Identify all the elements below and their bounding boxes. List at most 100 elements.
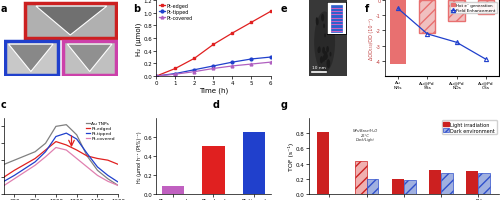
Pt-edged — [53, 141, 59, 143]
Pt-edged — [32, 157, 38, 160]
Ellipse shape — [331, 14, 334, 22]
Pt-covered — [94, 174, 100, 177]
Pt-covered — [268, 62, 274, 64]
Text: c: c — [1, 100, 7, 110]
Bar — [429, 170, 441, 194]
Polygon shape — [8, 45, 53, 72]
Pt-edged — [42, 149, 48, 151]
Pt-edged — [192, 58, 198, 60]
Line: Pt-tipped: Pt-tipped — [4, 133, 118, 182]
Text: a: a — [1, 4, 8, 14]
Bar — [419, 1, 436, 34]
Line: Pt-tipped: Pt-tipped — [155, 56, 272, 78]
Line: Pt-covered: Pt-covered — [4, 148, 118, 186]
Text: e: e — [281, 4, 287, 14]
Pt-covered — [172, 74, 178, 76]
Legend: Light irradiation, Dark environment: Light irradiation, Dark environment — [442, 121, 496, 135]
Ellipse shape — [316, 19, 318, 26]
Pt-covered — [32, 164, 38, 167]
Ellipse shape — [314, 12, 335, 73]
Bar — [243, 133, 266, 194]
Pt-edged — [230, 33, 235, 35]
Bar — [441, 173, 453, 194]
Ellipse shape — [326, 47, 329, 53]
Ellipse shape — [320, 57, 323, 64]
Pt-covered — [1, 184, 7, 187]
Pt-tipped — [115, 181, 121, 183]
Pt-tipped — [248, 58, 254, 61]
Ellipse shape — [324, 34, 326, 38]
FancyBboxPatch shape — [24, 4, 116, 39]
Ellipse shape — [330, 53, 332, 57]
Pt-edged — [115, 163, 121, 166]
Bar — [392, 179, 404, 194]
Pt-edged — [64, 144, 70, 146]
Bar — [202, 147, 224, 194]
Pt-edged — [74, 149, 80, 151]
Pt-tipped — [84, 152, 90, 155]
Pt-edged — [22, 163, 28, 166]
Au TNPs — [74, 134, 80, 136]
Pt-tipped — [172, 73, 178, 75]
Ellipse shape — [322, 56, 325, 62]
Ellipse shape — [321, 15, 324, 22]
Ellipse shape — [323, 24, 325, 29]
Bar — [162, 186, 184, 194]
Y-axis label: ΔOD₁₅₀/OD (10⁻³): ΔOD₁₅₀/OD (10⁻³) — [370, 18, 374, 60]
Au TNPs — [84, 155, 90, 157]
Pt-edged — [172, 68, 178, 70]
Ellipse shape — [322, 48, 325, 54]
Text: d: d — [212, 100, 220, 110]
Pt-tipped — [105, 174, 111, 177]
Pt-edged — [12, 169, 18, 172]
Pt-tipped — [154, 75, 160, 78]
Pt-tipped — [74, 138, 80, 141]
Polygon shape — [68, 45, 112, 72]
Line: Pt-edged: Pt-edged — [155, 11, 272, 78]
Bar — [390, 1, 406, 65]
FancyBboxPatch shape — [5, 42, 58, 75]
Au TNPs — [94, 169, 100, 172]
Y-axis label: H₂ (μmol): H₂ (μmol) — [136, 22, 142, 55]
Text: b: b — [134, 4, 140, 14]
Pt-tipped — [12, 174, 18, 177]
Pt-tipped — [192, 69, 198, 72]
Au TNPs — [53, 126, 59, 128]
Ellipse shape — [328, 15, 332, 23]
Y-axis label: TOF (s⁻¹): TOF (s⁻¹) — [288, 142, 294, 170]
Pt-edged — [105, 159, 111, 162]
Bar — [354, 161, 366, 194]
Polygon shape — [36, 7, 107, 36]
Pt-edged — [84, 155, 90, 157]
Pt-covered — [192, 71, 198, 73]
Pt-tipped — [42, 151, 48, 153]
Line: Pt-edged: Pt-edged — [4, 142, 118, 177]
Pt-edged — [1, 176, 7, 178]
Line: Pt-covered: Pt-covered — [155, 61, 272, 78]
Pt-tipped — [268, 57, 274, 59]
Au TNPs — [32, 151, 38, 153]
Bar — [466, 171, 478, 194]
Pt-edged — [154, 75, 160, 78]
Line: Au TNPs: Au TNPs — [4, 125, 118, 186]
Pt-edged — [268, 11, 274, 14]
Pt-covered — [53, 147, 59, 149]
Legend: Hot e⁻ generation, Field Enhancement: Hot e⁻ generation, Field Enhancement — [450, 3, 497, 14]
Pt-covered — [42, 156, 48, 158]
Pt-covered — [12, 178, 18, 180]
Pt-tipped — [22, 168, 28, 170]
Pt-covered — [74, 157, 80, 160]
Bar — [448, 1, 464, 22]
Ellipse shape — [326, 60, 330, 69]
Pt-tipped — [32, 161, 38, 163]
Pt-covered — [154, 75, 160, 78]
Pt-covered — [64, 149, 70, 151]
Legend: Au TNPs, Pt-edged, Pt-tipped, Pt-covered: Au TNPs, Pt-edged, Pt-tipped, Pt-covered — [85, 121, 116, 141]
Pt-tipped — [230, 62, 235, 64]
Ellipse shape — [318, 47, 320, 54]
Pt-covered — [22, 171, 28, 173]
Bar — [478, 1, 494, 15]
Pt-covered — [115, 184, 121, 187]
Pt-edged — [210, 44, 216, 46]
Au TNPs — [12, 159, 18, 162]
